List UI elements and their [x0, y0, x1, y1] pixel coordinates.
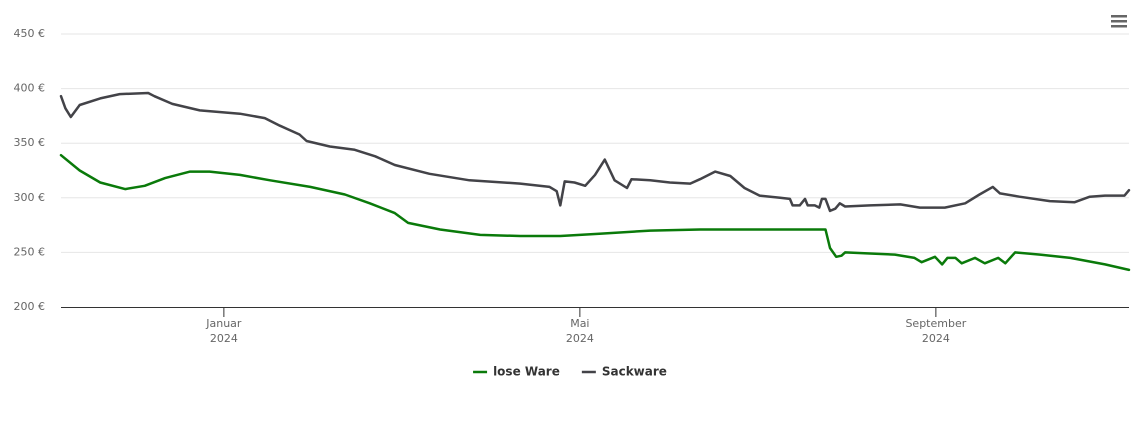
x-tick-label: Mai 2024 [565, 317, 594, 345]
y-tick-label: 400 € [14, 82, 46, 95]
y-tick-label: 200 € [14, 300, 46, 313]
menu-icon-bar [1111, 20, 1127, 23]
menu-icon-bar [1111, 25, 1127, 28]
y-tick-label: 350 € [14, 136, 46, 149]
legend: lose Ware Sackware [473, 365, 667, 379]
y-tick-label: 300 € [14, 191, 46, 204]
menu-button[interactable] [1106, 10, 1132, 34]
x-tick-label: Januar 2024 [206, 317, 242, 345]
x-tick-label: September 2024 [905, 317, 967, 345]
legend-label: Sackware [602, 365, 667, 379]
y-tick-label: 450 € [14, 27, 46, 40]
series-line [59, 153, 1131, 272]
y-tick-label: 250 € [14, 245, 46, 258]
series-line [59, 91, 1131, 213]
legend-label: lose Ware [493, 365, 560, 379]
menu-icon-bar [1111, 15, 1127, 18]
legend-item[interactable]: lose Ware [473, 365, 560, 379]
legend-item[interactable]: Sackware [581, 365, 667, 379]
